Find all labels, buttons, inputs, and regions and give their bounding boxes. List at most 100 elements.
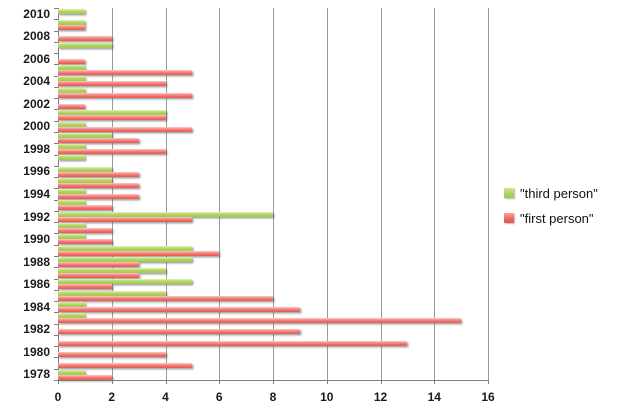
y-axis-year-label: 1996 xyxy=(23,164,50,179)
bar-first-person-1981 xyxy=(58,340,408,346)
bar-third-person-2009 xyxy=(58,20,85,26)
bar-third-person-1991 xyxy=(58,222,85,228)
x-axis-tick-label: 4 xyxy=(162,390,169,404)
y-axis-tick xyxy=(54,86,58,88)
y-axis-year-label: 1994 xyxy=(23,187,50,201)
x-axis-tick-label: 14 xyxy=(427,390,441,404)
bar-first-person-1987 xyxy=(58,273,139,279)
y-axis-tick xyxy=(54,188,58,190)
x-axis-tick xyxy=(326,380,328,384)
bar-first-person-1994 xyxy=(58,194,139,200)
bar-third-person-2003 xyxy=(58,87,85,93)
bar-first-person-1999 xyxy=(58,137,139,143)
y-axis-year-label: 1982 xyxy=(23,322,50,337)
gridline xyxy=(165,8,167,380)
y-axis-year-label: 1984 xyxy=(23,299,50,314)
bar-third-person-1978 xyxy=(58,369,85,375)
bar-third-person-2005 xyxy=(58,65,85,71)
bar-third-person-1990 xyxy=(58,234,85,240)
y-axis-tick xyxy=(54,75,58,77)
x-axis-tick-label: 10 xyxy=(320,390,334,404)
legend-label-third_person: "third person" xyxy=(520,186,598,201)
bar-first-person-1998 xyxy=(58,149,166,155)
bar-first-person-1986 xyxy=(58,284,112,290)
bar-first-person-1995 xyxy=(58,182,139,188)
y-axis-tick xyxy=(54,267,58,269)
bar-third-person-1989 xyxy=(58,245,193,251)
y-axis-tick xyxy=(54,98,58,100)
x-axis-tick xyxy=(111,380,113,384)
bar-third-person-1984 xyxy=(58,301,85,307)
x-axis-tick xyxy=(165,380,167,384)
y-axis-tick xyxy=(54,346,58,348)
bar-first-person-2006 xyxy=(58,58,85,64)
y-axis-year-label: 1998 xyxy=(23,141,50,156)
x-axis-tick xyxy=(434,380,436,384)
x-axis-tick xyxy=(273,380,274,384)
bar-first-person-1990 xyxy=(58,239,112,245)
y-axis-tick xyxy=(54,143,58,145)
bar-first-person-2002 xyxy=(58,103,85,109)
bar-third-person-1997 xyxy=(58,155,85,161)
bar-third-person-2010 xyxy=(58,8,85,14)
y-axis-tick xyxy=(54,30,58,32)
y-axis-tick xyxy=(54,357,58,359)
bar-third-person-2001 xyxy=(58,110,166,116)
x-axis-tick-label: 12 xyxy=(373,390,388,404)
y-axis-tick xyxy=(54,312,58,314)
x-axis-tick-label: 0 xyxy=(54,390,62,404)
y-axis-year-label: 2002 xyxy=(23,96,50,111)
bar-first-person-1988 xyxy=(58,261,139,267)
y-axis-tick xyxy=(54,8,58,9)
gridline xyxy=(488,8,489,380)
legend-swatch-third_person xyxy=(504,188,514,198)
y-axis-year-label: 1978 xyxy=(23,367,50,382)
bar-first-person-2004 xyxy=(58,81,166,87)
x-axis-tick-label: 2 xyxy=(108,390,116,404)
y-axis-year-label: 2006 xyxy=(23,51,50,66)
x-axis-tick xyxy=(58,380,59,384)
bar-first-person-2009 xyxy=(58,25,85,31)
y-axis-tick xyxy=(54,210,58,212)
bar-third-person-1995 xyxy=(58,177,112,183)
bar-first-person-2000 xyxy=(58,126,193,132)
gridline xyxy=(434,8,436,380)
bar-third-person-1986 xyxy=(58,279,193,285)
y-axis-tick xyxy=(54,120,58,122)
y-axis-year-label: 1980 xyxy=(23,344,50,359)
gridline xyxy=(380,8,382,380)
y-axis-year-label: 1992 xyxy=(23,209,50,224)
y-axis-tick xyxy=(54,19,58,21)
bar-third-person-1992 xyxy=(58,211,273,217)
y-axis-tick xyxy=(54,380,58,381)
x-axis-tick-label: 8 xyxy=(269,390,277,404)
bar-third-person-1996 xyxy=(58,166,112,172)
y-axis-year-label: 2008 xyxy=(23,29,50,44)
y-axis-tick xyxy=(54,244,58,246)
y-axis-tick xyxy=(54,41,58,43)
y-axis-tick xyxy=(54,154,58,156)
legend-swatch-first_person xyxy=(504,213,514,223)
y-axis-tick xyxy=(54,334,58,336)
y-axis-tick xyxy=(54,132,58,133)
bar-third-person-1985 xyxy=(58,290,166,296)
x-axis-tick-label: 6 xyxy=(215,390,223,404)
legend-label-first_person: "first person" xyxy=(520,211,594,226)
bar-first-person-1985 xyxy=(58,295,273,301)
y-axis-year-label: 1986 xyxy=(23,277,50,292)
y-axis-year-label: 2000 xyxy=(23,119,50,134)
bar-first-person-1980 xyxy=(58,351,166,357)
plot-area xyxy=(58,8,489,380)
y-axis-tick xyxy=(54,199,58,201)
gridline xyxy=(219,8,221,380)
bar-first-person-1984 xyxy=(58,306,300,312)
bar-first-person-2001 xyxy=(58,115,166,121)
bar-first-person-2005 xyxy=(58,70,193,76)
y-axis-year-label: 1988 xyxy=(23,254,50,269)
bar-third-person-1999 xyxy=(58,132,112,138)
y-axis-tick xyxy=(54,177,58,179)
y-axis-tick xyxy=(54,256,58,257)
y-axis-year-label: 1990 xyxy=(23,232,50,247)
y-axis-tick xyxy=(54,278,58,280)
